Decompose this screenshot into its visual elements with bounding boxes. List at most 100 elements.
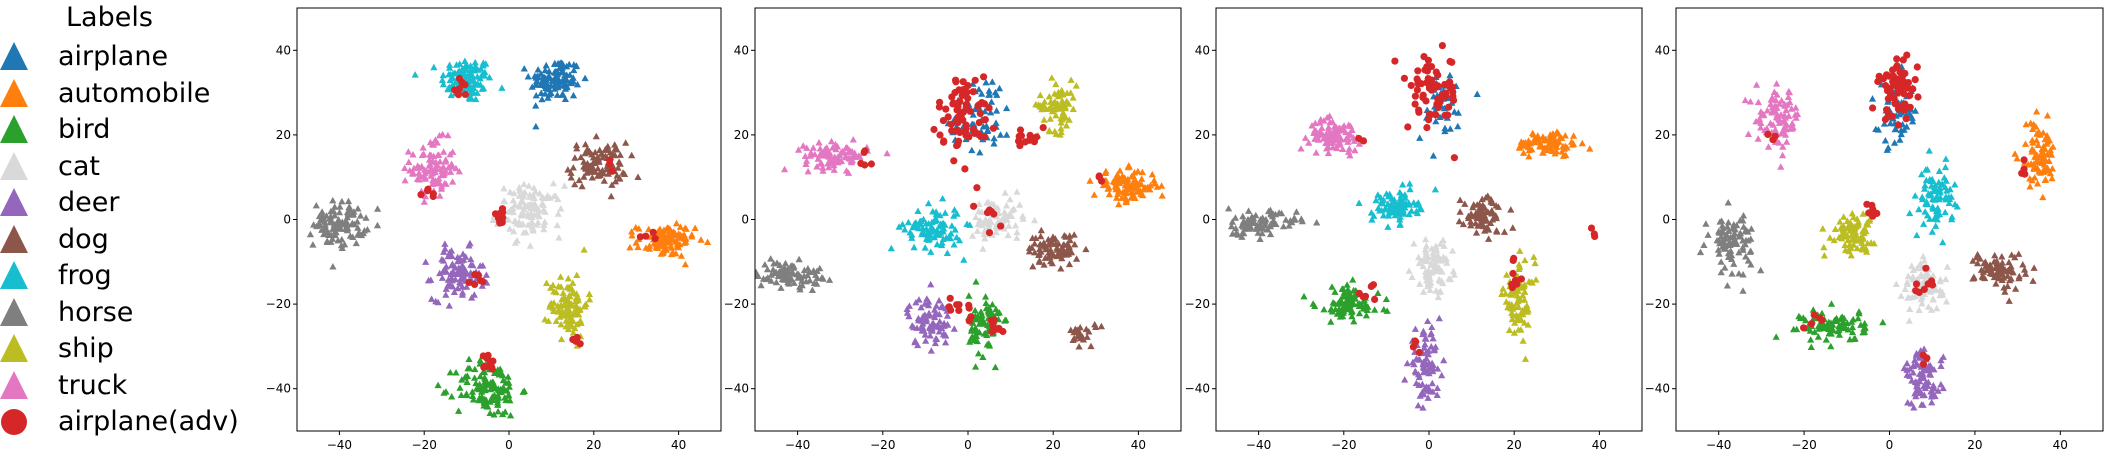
data-point [1718, 238, 1726, 245]
y-tick-label: 0 [1662, 213, 1670, 227]
data-point [576, 317, 584, 324]
data-point [1405, 199, 1413, 206]
adv-point [985, 104, 993, 112]
data-point [797, 273, 805, 280]
data-point [1740, 223, 1748, 230]
data-point [1406, 185, 1414, 193]
data-point [1424, 394, 1432, 401]
data-point [1848, 209, 1856, 217]
data-point [1928, 228, 1936, 235]
adv-point [429, 192, 437, 201]
data-point [1927, 393, 1936, 400]
data-point [2045, 157, 2053, 164]
data-point [1757, 266, 1765, 274]
data-point [1510, 329, 1518, 336]
data-point [524, 73, 532, 80]
data-point [1422, 250, 1430, 258]
data-point [1820, 252, 1828, 259]
data-point [1035, 258, 1043, 265]
data-point [559, 289, 567, 296]
data-point [476, 356, 484, 364]
data-point [1040, 261, 1048, 268]
data-point [580, 173, 588, 180]
data-point [1724, 199, 1732, 206]
data-point [1542, 135, 1550, 142]
data-point [446, 61, 454, 68]
data-point [318, 208, 326, 215]
adv-point [636, 233, 645, 241]
data-point [986, 342, 994, 349]
data-point [1228, 230, 1237, 237]
data-point [947, 230, 955, 237]
data-point [1918, 170, 1926, 178]
triangle-marker-icon [0, 370, 28, 399]
adv-point [1886, 84, 1894, 92]
data-point [972, 363, 980, 370]
data-point [1799, 314, 1807, 321]
data-point [1519, 310, 1527, 318]
data-point [613, 172, 621, 179]
data-point [1835, 321, 1843, 329]
data-point [594, 155, 602, 162]
data-point [931, 310, 939, 317]
data-point [1010, 205, 1018, 212]
data-point [1846, 222, 1855, 229]
adv-point [861, 147, 869, 155]
data-point [449, 81, 457, 88]
data-point [1327, 318, 1335, 325]
data-point [826, 276, 834, 283]
data-point [1471, 212, 1479, 220]
data-point [1013, 188, 1021, 195]
data-point [842, 153, 850, 161]
data-point [1704, 231, 1712, 238]
data-point [1097, 322, 1105, 330]
adv-point [965, 133, 973, 141]
adv-point [1913, 63, 1921, 71]
adv-point [974, 102, 982, 110]
data-point [798, 277, 806, 284]
data-point [1337, 299, 1345, 307]
data-point [1413, 209, 1421, 217]
y-tick-label: 20 [734, 128, 749, 142]
adv-point [1902, 115, 1910, 123]
data-point [1793, 110, 1802, 117]
data-point [2026, 183, 2034, 190]
data-point [1225, 205, 1233, 212]
y-tick-label: −20 [724, 297, 749, 311]
adv-point [2021, 170, 2029, 178]
data-point [1416, 204, 1424, 211]
data-point [1041, 98, 1049, 105]
data-point [564, 305, 572, 313]
data-point [1903, 371, 1911, 378]
data-point [463, 62, 471, 69]
data-point [993, 107, 1001, 114]
data-point [471, 374, 479, 381]
data-point [796, 285, 804, 293]
data-point [1830, 236, 1838, 244]
data-point [571, 324, 579, 332]
adv-point [961, 165, 969, 173]
data-point [553, 91, 561, 98]
data-point [1717, 268, 1725, 276]
data-point [1314, 136, 1323, 143]
data-point [820, 152, 828, 159]
data-point [996, 131, 1005, 138]
data-point [1044, 235, 1052, 243]
data-point [813, 163, 821, 170]
data-point [908, 234, 916, 241]
data-point [800, 266, 808, 274]
data-point [1346, 151, 1354, 159]
data-point [547, 82, 555, 89]
y-tick-label: −40 [724, 382, 749, 396]
data-point [1974, 259, 1982, 267]
data-point [442, 291, 450, 298]
data-point [1904, 294, 1912, 301]
data-point [1431, 185, 1439, 193]
data-point [567, 79, 575, 86]
data-point [993, 91, 1001, 98]
data-point [565, 60, 573, 68]
data-point [1256, 235, 1264, 242]
data-point [335, 220, 343, 228]
data-point [463, 391, 471, 399]
